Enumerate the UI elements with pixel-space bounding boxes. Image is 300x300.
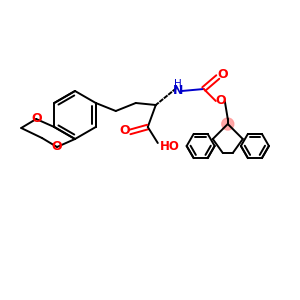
Text: O: O [215,94,226,107]
Text: H: H [174,79,182,89]
Text: O: O [119,124,130,137]
Text: O: O [52,140,62,154]
Text: N: N [172,85,183,98]
Circle shape [222,118,234,130]
Text: O: O [218,68,228,82]
Text: O: O [31,112,41,125]
Text: HO: HO [160,140,180,152]
